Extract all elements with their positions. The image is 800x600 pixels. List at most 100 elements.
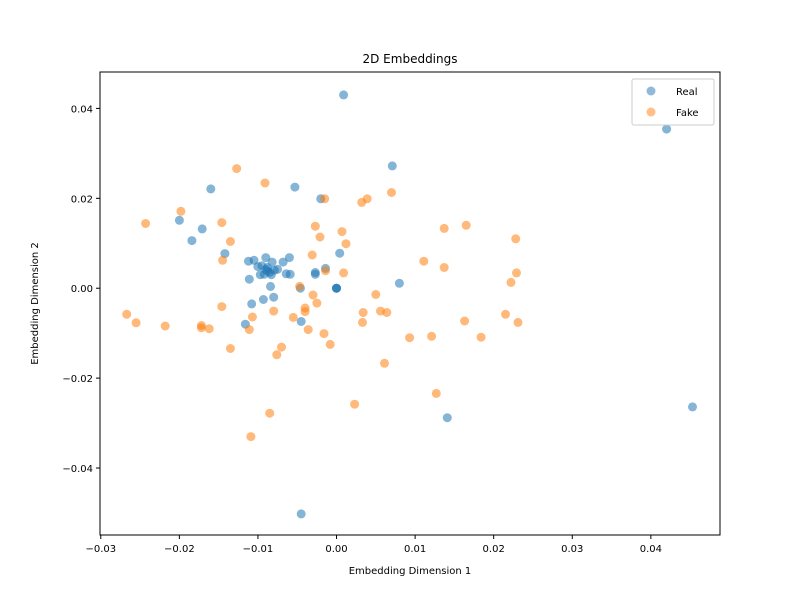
plot-points [122, 90, 697, 519]
point-fake-4 [357, 197, 367, 207]
point-fake-31 [269, 306, 279, 316]
point-fake-51 [405, 333, 415, 343]
point-fake-32 [300, 307, 310, 317]
point-real-4 [206, 184, 216, 194]
point-real-24 [284, 253, 294, 263]
point-fake-11 [310, 221, 320, 231]
legend-marker-fake [646, 107, 656, 117]
x-tick-label-5: 0.02 [483, 544, 505, 555]
point-fake-25 [295, 281, 305, 291]
point-fake-19 [307, 250, 317, 260]
point-fake-24 [506, 277, 516, 287]
point-fake-38 [131, 318, 141, 328]
y-tick-label-3: 0.02 [71, 194, 93, 205]
point-fake-36 [288, 312, 298, 322]
point-real-38 [296, 317, 306, 326]
point-real-22 [273, 264, 283, 274]
point-fake-21 [321, 266, 330, 276]
point-real-35 [258, 295, 268, 304]
point-fake-7 [217, 218, 227, 228]
point-fake-55 [277, 342, 286, 352]
point-fake-46 [501, 309, 510, 319]
legend: Real Fake [631, 78, 715, 126]
point-real-15 [253, 262, 263, 272]
point-fake-15 [225, 237, 235, 246]
legend-label-fake: Fake [676, 108, 699, 119]
point-fake-23 [512, 268, 521, 278]
x-tick-label-7: 0.04 [640, 544, 662, 555]
point-fake-8 [141, 219, 151, 228]
point-fake-44 [358, 317, 367, 327]
point-fake-43 [247, 312, 257, 322]
point-real-3 [290, 182, 300, 192]
point-fake-50 [319, 329, 329, 339]
point-fake-17 [218, 255, 228, 265]
point-fake-14 [511, 234, 521, 244]
point-fake-20 [439, 263, 449, 272]
point-fake-57 [325, 339, 335, 349]
point-fake-2 [387, 188, 396, 197]
point-fake-45 [460, 316, 470, 326]
point-real-34 [247, 299, 257, 309]
point-fake-47 [513, 317, 523, 327]
point-real-0 [339, 90, 349, 100]
point-fake-16 [341, 239, 351, 249]
point-fake-59 [431, 388, 441, 398]
point-real-21 [255, 270, 265, 280]
point-fake-39 [160, 321, 170, 331]
point-fake-9 [461, 220, 471, 230]
legend-marker-real [646, 86, 656, 96]
chart-title: 2D Embeddings [362, 52, 457, 66]
point-real-23 [278, 257, 288, 267]
point-fake-48 [244, 325, 254, 335]
point-fake-18 [419, 256, 429, 266]
point-real-31 [266, 281, 275, 291]
x-axis-ticks: −0.03 −0.02 −0.01 0.00 0.01 0.02 0.03 0.04 [85, 535, 662, 555]
point-real-8 [187, 236, 197, 246]
point-real-7 [197, 224, 207, 234]
point-fake-60 [350, 399, 360, 409]
point-real-6 [174, 215, 184, 225]
point-real-36 [269, 292, 279, 302]
point-real-17 [267, 257, 277, 267]
point-fake-58 [380, 358, 389, 368]
point-real-44 [332, 283, 341, 293]
point-real-46 [266, 270, 276, 280]
point-fake-53 [476, 332, 486, 342]
point-fake-56 [272, 350, 282, 360]
x-tick-label-6: 0.03 [561, 544, 583, 555]
point-real-26 [285, 269, 295, 279]
x-tick-label-4: 0.01 [404, 544, 426, 555]
point-fake-33 [358, 308, 368, 317]
point-real-28 [310, 269, 320, 279]
point-real-1 [662, 124, 672, 134]
point-fake-26 [308, 290, 318, 300]
point-fake-52 [427, 331, 437, 341]
point-real-10 [335, 248, 345, 258]
legend-box [631, 78, 715, 126]
point-fake-0 [232, 164, 242, 174]
point-fake-49 [303, 325, 313, 335]
y-tick-label-1: −0.02 [62, 374, 93, 385]
x-tick-label-2: −0.01 [243, 544, 274, 555]
point-fake-10 [439, 223, 449, 233]
y-tick-label-4: 0.04 [71, 104, 93, 115]
point-real-2 [387, 161, 397, 171]
point-fake-29 [312, 298, 322, 308]
point-fake-42 [204, 324, 214, 334]
y-axis-ticks: −0.04 −0.02 0.00 0.02 0.04 [62, 104, 100, 475]
x-tick-label-0: −0.03 [85, 544, 116, 555]
point-fake-54 [225, 344, 235, 353]
point-real-47 [261, 264, 271, 274]
point-fake-61 [265, 408, 275, 418]
point-fake-62 [246, 432, 256, 442]
point-fake-41 [196, 323, 206, 333]
y-axis-label: Embedding Dimension 2 [30, 242, 41, 365]
point-fake-35 [382, 308, 392, 317]
point-fake-13 [315, 232, 325, 242]
y-tick-label-2: 0.00 [71, 284, 93, 295]
point-real-33 [394, 278, 404, 288]
point-fake-22 [339, 268, 349, 278]
point-fake-28 [217, 302, 227, 312]
